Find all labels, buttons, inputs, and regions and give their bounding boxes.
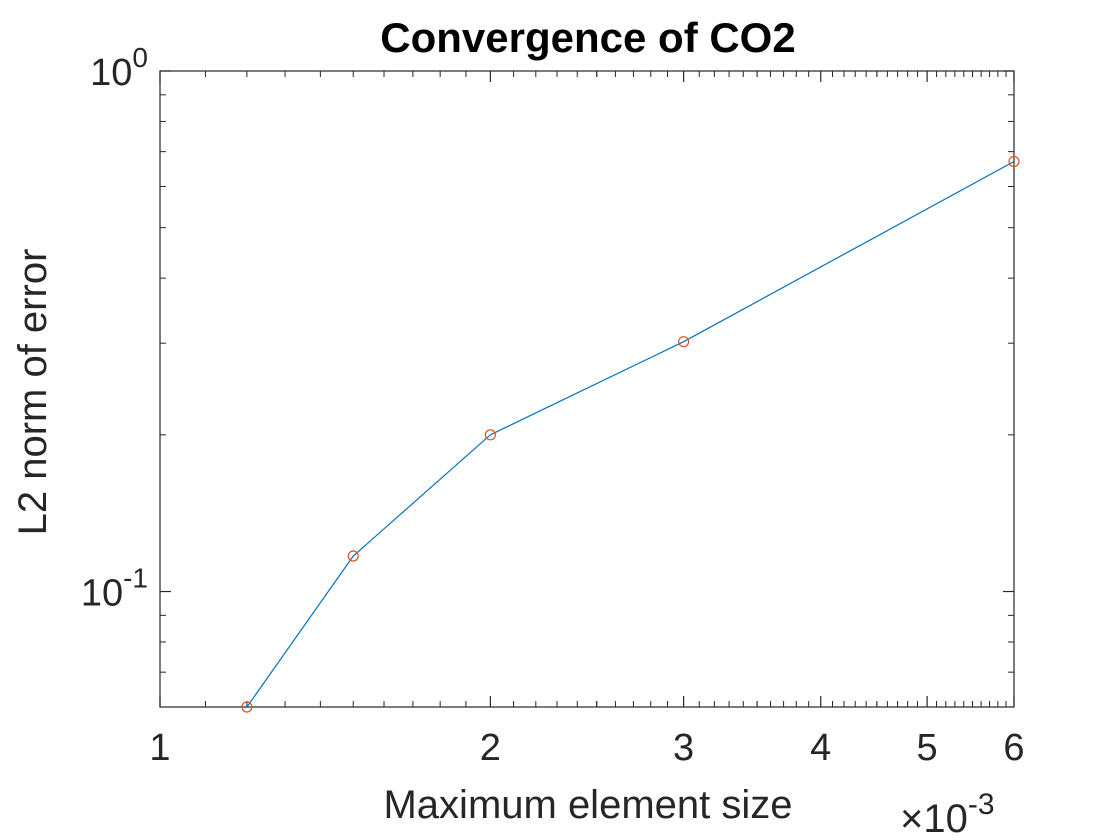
x-axis-label: Maximum element size: [383, 783, 792, 827]
data-point-marker: [347, 550, 359, 562]
data-point-marker: [241, 701, 253, 713]
x-tick-label: 1: [149, 727, 170, 769]
y-tick-label: 10-1: [81, 563, 148, 615]
x-tick-label: 3: [673, 727, 694, 769]
plot-area-box: [159, 70, 1015, 708]
x-multiplier-exponent: -3: [968, 788, 995, 821]
chart-title: Convergence of CO2: [380, 14, 795, 61]
data-point-marker: [678, 336, 690, 348]
x-tick-label: 5: [917, 727, 938, 769]
x-multiplier-base: ×10: [900, 797, 968, 840]
plot-frame: [159, 70, 1015, 708]
data-point-marker: [1008, 155, 1020, 168]
y-axis-label: L2 norm of error: [11, 249, 55, 536]
x-tick-label: 4: [810, 727, 831, 769]
series-layer: [241, 155, 1020, 713]
x-axis-ticks: 1 2 3 4 5 6: [149, 71, 1025, 769]
x-tick-label: 6: [1003, 727, 1024, 769]
x-axis-multiplier: ×10-3: [900, 788, 995, 840]
data-point-marker: [484, 429, 496, 441]
x-tick-label: 2: [480, 727, 501, 769]
y-axis-ticks: 100 10-1: [81, 42, 1014, 708]
series-line: [246, 161, 1015, 708]
y-tick-label: 100: [90, 42, 148, 94]
